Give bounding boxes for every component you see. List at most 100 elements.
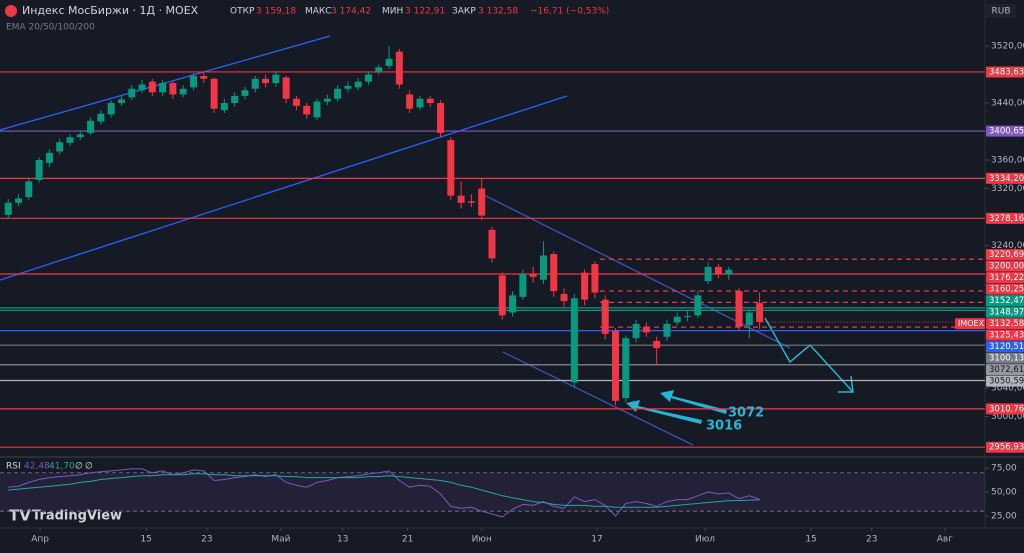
candle-body: [519, 274, 527, 297]
price-label-box: [986, 375, 1024, 387]
price-label: 3400,65: [989, 127, 1024, 137]
candle-body: [210, 78, 218, 109]
price-label: 2956,93: [989, 443, 1024, 453]
x-tick-label: 13: [337, 535, 348, 545]
x-tick-label: Июл: [695, 535, 715, 545]
ohlc-value: 3 174,42: [331, 7, 371, 17]
rsi-legend-value: ∅: [85, 462, 93, 472]
candle-body: [323, 98, 331, 102]
rsi-legend-value: 41,70: [49, 462, 75, 472]
rsi-line: [8, 468, 760, 518]
y-tick-label: 3520,00: [991, 42, 1024, 52]
candle-body: [303, 105, 311, 115]
annotation: 3072: [728, 406, 764, 421]
candle-body: [66, 137, 74, 143]
currency[interactable]: RUB: [991, 7, 1010, 17]
rsi-y-tick-label: 75,00: [991, 463, 1017, 473]
rsi-legend-value: 42,48: [24, 462, 50, 472]
candle-body: [313, 101, 321, 118]
price-label-box: [986, 295, 1024, 307]
symbol-tag-box: [955, 318, 985, 330]
x-tick-label: 21: [402, 535, 413, 545]
price-label: 3200,00: [989, 262, 1024, 272]
candle-body: [478, 188, 486, 216]
rsi-legend-value: ∅: [75, 462, 83, 472]
price-label-box: [986, 441, 1024, 453]
candle-body: [45, 152, 53, 163]
candle-body: [704, 266, 712, 282]
candle-body: [375, 67, 383, 72]
x-tick-label: 15: [140, 535, 151, 545]
candle-body: [15, 198, 23, 203]
price-label-box: [986, 125, 1024, 137]
candle-body: [128, 88, 136, 98]
price-label-box: [986, 283, 1024, 295]
candle-body: [251, 78, 259, 89]
ohlc-value: 3 132,58: [478, 7, 518, 17]
price-label: 3072,61: [989, 365, 1024, 375]
pointer-arrow: [626, 400, 702, 424]
price-label-box: [986, 318, 1024, 330]
price-label: 3100,13: [989, 354, 1024, 364]
rsi-title: RSI: [6, 462, 21, 472]
price-label: 3334,20: [989, 174, 1024, 184]
candle-body: [653, 341, 661, 349]
price-label: 3152,47: [989, 296, 1024, 306]
rsi-band: [0, 472, 985, 512]
candle-body: [560, 293, 568, 302]
price-label: 3176,22: [989, 273, 1024, 283]
candle-body: [56, 142, 64, 152]
candle-body: [138, 84, 146, 91]
pointer-arrow: [660, 390, 727, 414]
candle-body: [467, 201, 475, 203]
symbol-tag: IMOEX: [958, 319, 985, 328]
forecast-arrowhead: [838, 375, 854, 393]
candle-body: [642, 326, 650, 333]
y-tick-label: 3320,00: [991, 184, 1024, 194]
price-label-box: [986, 329, 1024, 341]
candle-body: [25, 181, 33, 198]
price-label-box: [986, 272, 1024, 284]
x-tick-label: Июн: [472, 535, 492, 545]
price-label: 3148,97: [989, 308, 1024, 318]
ohlc-label: МИН: [382, 7, 403, 17]
candle-body: [190, 75, 198, 88]
candle-body: [87, 120, 95, 133]
price-label-box: [986, 352, 1024, 364]
brand: TradingView: [32, 509, 122, 524]
candle-body: [262, 78, 270, 84]
ohlc-label: ЗАКР: [452, 7, 476, 17]
chart-title: Индекс МосБиржи · 1Д · MOEX: [22, 4, 199, 17]
candle-body: [756, 303, 764, 323]
candle-body: [509, 295, 517, 313]
trend-line: [0, 95, 568, 281]
ohlc-value: 3 159,18: [256, 7, 296, 17]
price-label: 3278,16: [989, 214, 1024, 224]
candle-body: [282, 77, 290, 99]
candle-body: [745, 312, 753, 326]
candle-body: [622, 338, 630, 399]
x-tick-label: Авг: [937, 535, 953, 545]
price-label: 3160,25: [989, 285, 1024, 295]
candle-body: [35, 160, 43, 180]
ohlc-value: 3 122,91: [405, 7, 445, 17]
candle-body: [76, 134, 84, 138]
annotation: 3016: [706, 419, 742, 434]
price-label: 3010,76: [989, 404, 1024, 414]
candle-body: [426, 98, 434, 104]
candle-body: [437, 103, 445, 133]
x-tick-label: Апр: [31, 535, 49, 545]
price-label: 3125,43: [989, 331, 1024, 341]
x-tick-label: Май: [271, 535, 290, 545]
candle-body: [539, 255, 547, 280]
trend-line: [0, 35, 331, 131]
candle-body: [447, 140, 455, 196]
x-tick-label: 15: [805, 535, 816, 545]
currency-box[interactable]: [986, 4, 1016, 18]
candle-body: [601, 299, 609, 334]
candle-body: [416, 98, 424, 108]
price-label: 3120,51: [989, 342, 1024, 352]
candle-body: [4, 202, 12, 215]
candle-body: [107, 103, 115, 115]
candle-body: [673, 316, 681, 323]
